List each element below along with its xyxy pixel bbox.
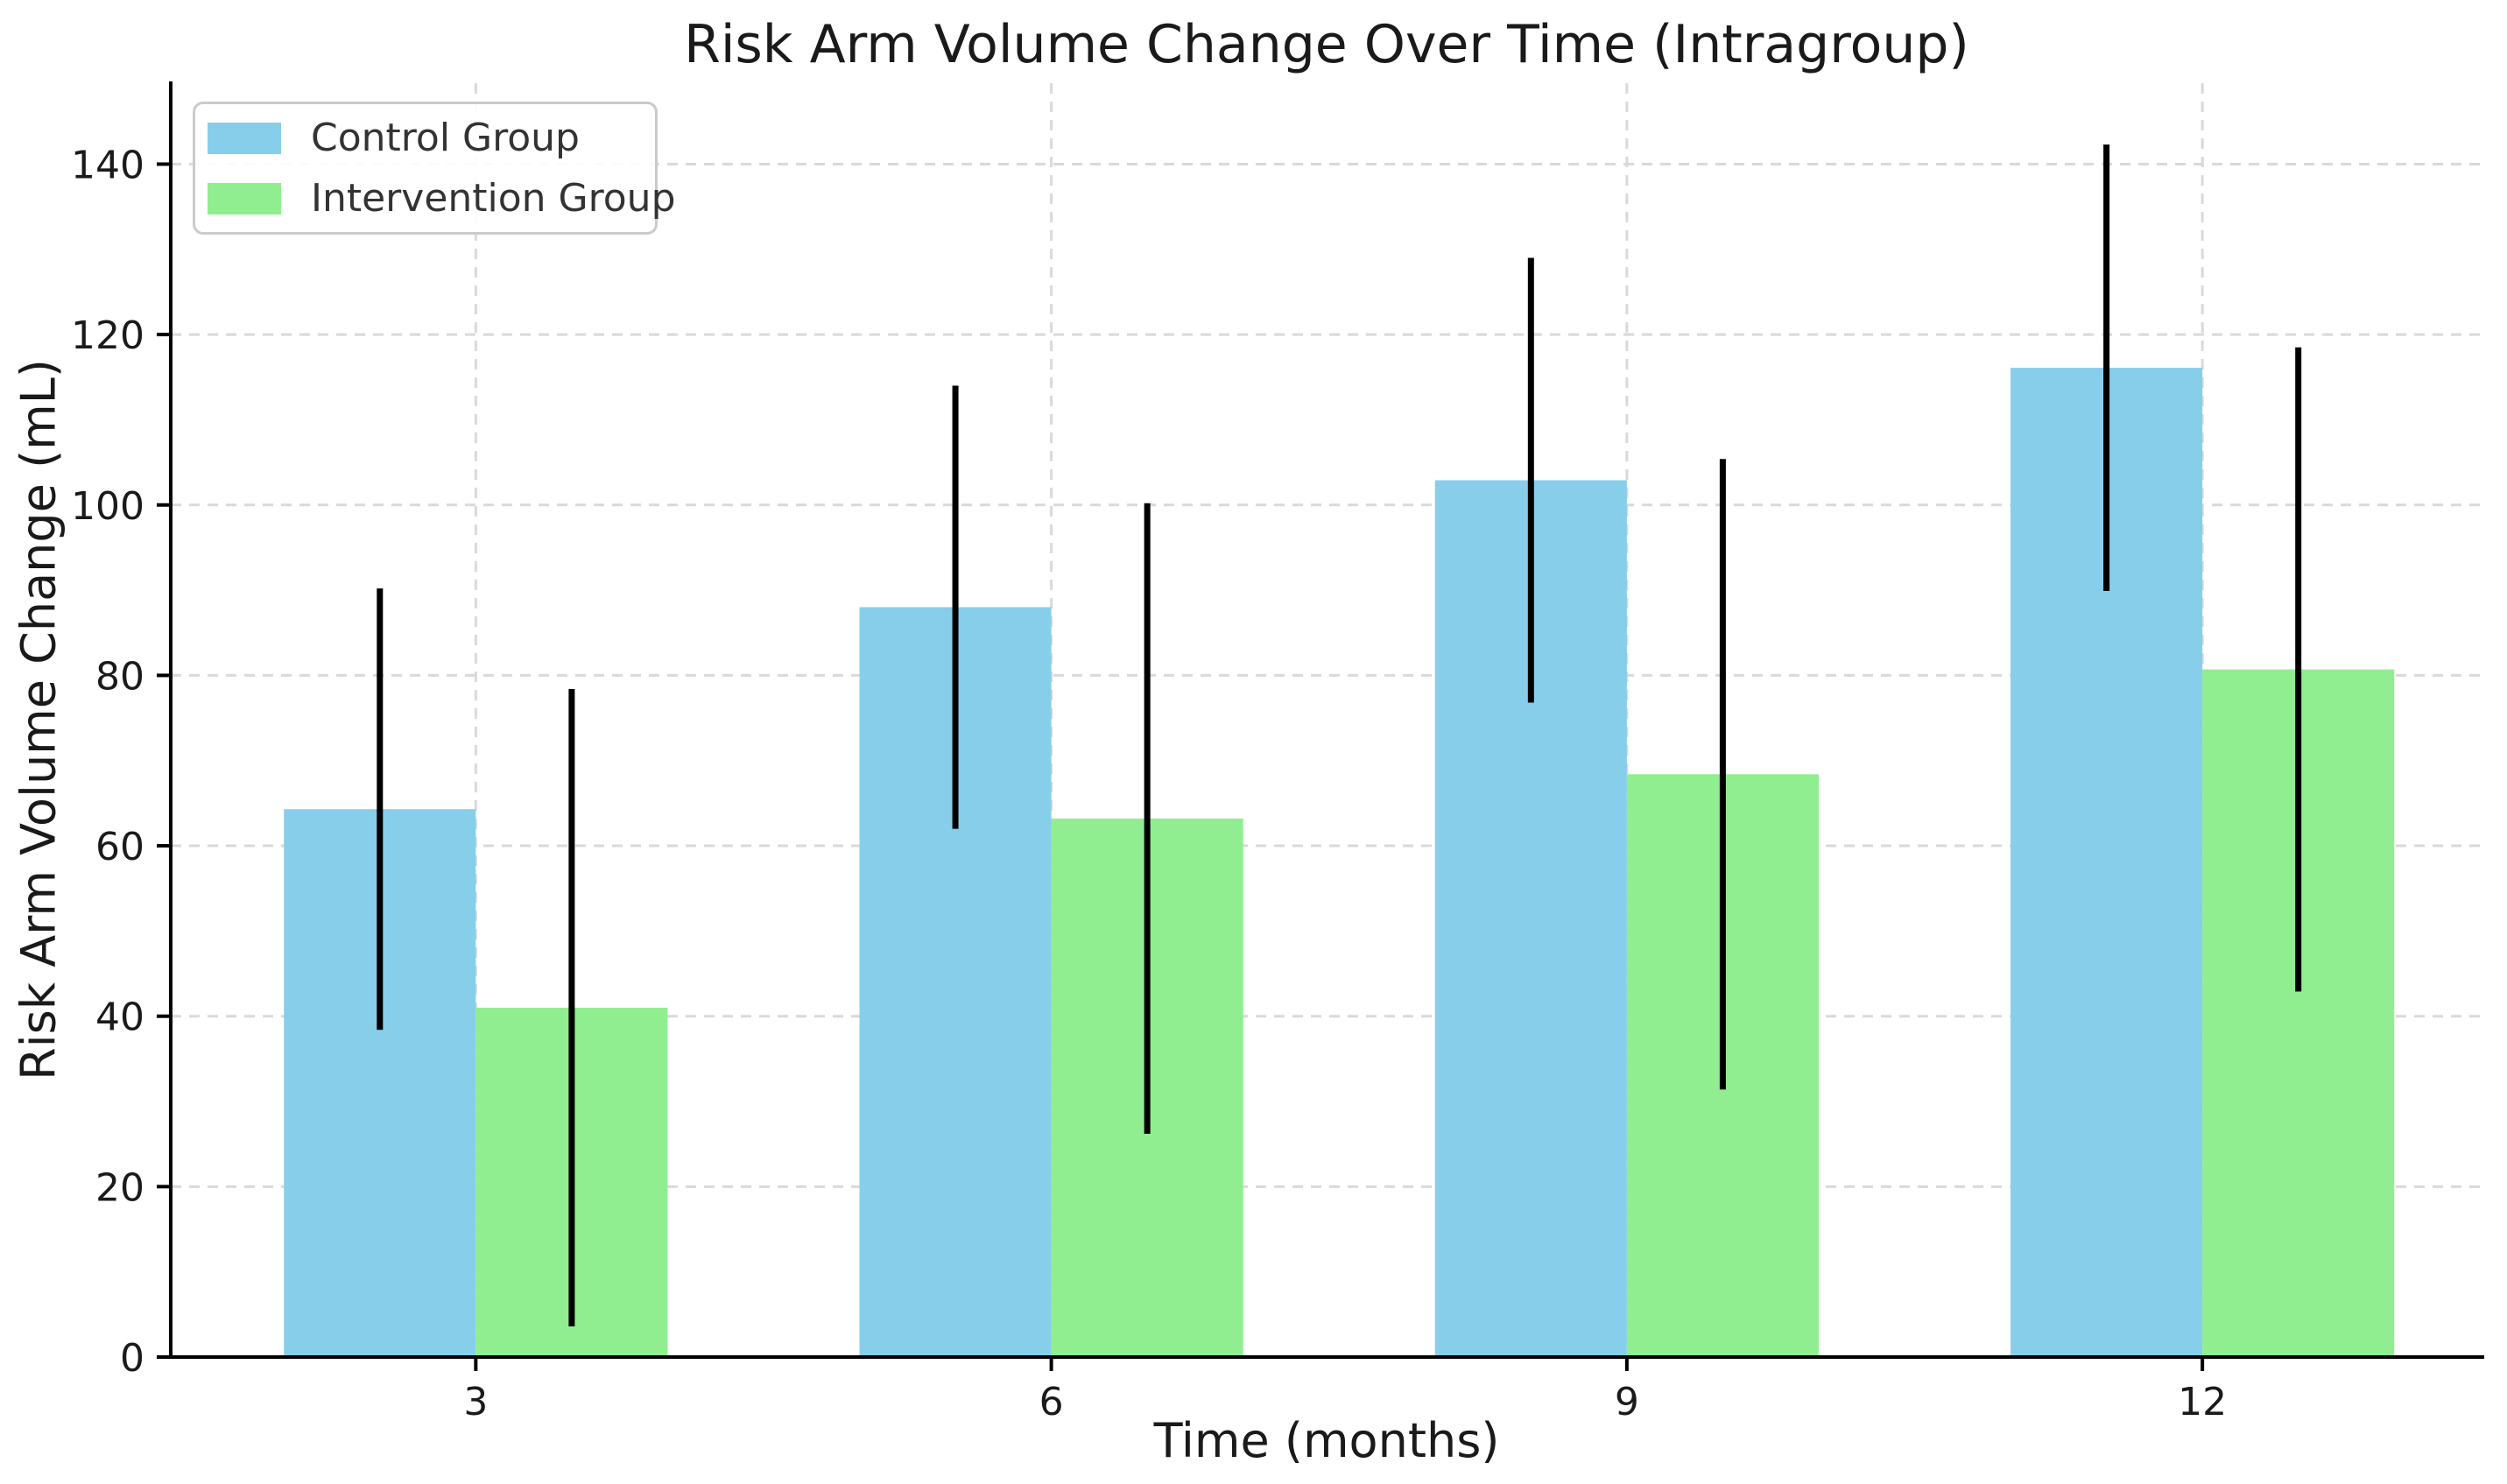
y-axis-label: Risk Arm Volume Change (mL) bbox=[11, 359, 67, 1080]
y-tick-label: 0 bbox=[120, 1336, 144, 1381]
legend-label-control-group: Control Group bbox=[311, 116, 580, 160]
y-tick-label: 100 bbox=[71, 484, 144, 529]
legend-row: Control Group bbox=[208, 116, 655, 160]
y-tick-label: 40 bbox=[95, 995, 144, 1040]
y-tick-label: 80 bbox=[95, 654, 144, 699]
x-tick-label: 3 bbox=[463, 1380, 488, 1424]
y-tick-label: 140 bbox=[71, 143, 144, 187]
x-axis-label: Time (months) bbox=[1153, 1413, 1500, 1468]
x-tick-label: 9 bbox=[1615, 1380, 1639, 1424]
legend: Control Group Intervention Group bbox=[193, 102, 676, 235]
legend-label-intervention-group: Intervention Group bbox=[311, 176, 676, 221]
chart-title: Risk Arm Volume Change Over Time (Intrag… bbox=[684, 14, 1969, 75]
legend-swatch-intervention-group bbox=[208, 182, 281, 215]
legend-swatch-control-group bbox=[208, 122, 281, 154]
y-tick-label: 60 bbox=[95, 825, 144, 869]
x-tick-label: 12 bbox=[2178, 1380, 2227, 1424]
legend-row: Intervention Group bbox=[208, 176, 676, 221]
y-tick-label: 20 bbox=[95, 1165, 144, 1210]
x-tick-label: 6 bbox=[1039, 1380, 1064, 1424]
y-tick-label: 120 bbox=[71, 313, 144, 358]
